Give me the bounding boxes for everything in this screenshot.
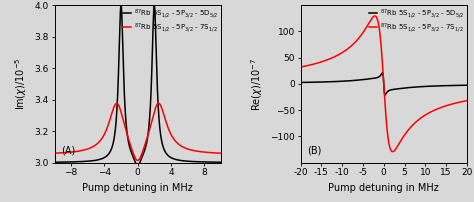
X-axis label: Pump detuning in MHz: Pump detuning in MHz (82, 183, 193, 193)
$^{87}$Rb 5S$_{1/2}$ - 5P$_{3/2}$ - 5D$_{5/2}$ (298, 81, 303, 84)
Text: (A): (A) (61, 145, 75, 155)
Line: $^{87}$Rb 5S$_{1/2}$ - 5P$_{3/2}$ - 7S$_{1/2}$: $^{87}$Rb 5S$_{1/2}$ - 5P$_{3/2}$ - 7S$_… (301, 16, 467, 152)
$^{87}$Rb 5S$_{1/2}$ - 5P$_{3/2}$ - 5D$_{5/2}$ (176, 159, 182, 161)
$^{87}$Rb 5S$_{1/2}$ - 5P$_{3/2}$ - 7S$_{1/2}$ (115, 103, 121, 106)
$^{87}$Rb 5S$_{1/2}$ - 5P$_{3/2}$ - 7S$_{1/2}$ (176, 143, 182, 145)
$^{87}$Rb 5S$_{1/2}$ - 5P$_{3/2}$ - 5D$_{5/2}$ (218, 161, 224, 163)
Line: $^{87}$Rb 5S$_{1/2}$ - 5P$_{3/2}$ - 7S$_{1/2}$: $^{87}$Rb 5S$_{1/2}$ - 5P$_{3/2}$ - 7S$_… (55, 103, 221, 160)
$^{87}$Rb 5S$_{1/2}$ - 5P$_{3/2}$ - 5D$_{5/2}$ (82, 160, 88, 163)
$^{87}$Rb 5S$_{1/2}$ - 5P$_{3/2}$ - 5D$_{5/2}$ (189, 160, 194, 163)
$^{87}$Rb 5S$_{1/2}$ - 5P$_{3/2}$ - 5D$_{5/2}$ (435, 85, 440, 87)
$^{87}$Rb 5S$_{1/2}$ - 5P$_{3/2}$ - 5D$_{5/2}$ (406, 86, 411, 89)
$^{87}$Rb 5S$_{1/2}$ - 5P$_{3/2}$ - 5D$_{5/2}$ (380, 72, 385, 74)
$^{87}$Rb 5S$_{1/2}$ - 5P$_{3/2}$ - 7S$_{1/2}$ (52, 152, 57, 154)
$^{87}$Rb 5S$_{1/2}$ - 5P$_{3/2}$ - 5D$_{5/2}$ (361, 78, 367, 81)
Line: $^{87}$Rb 5S$_{1/2}$ - 5P$_{3/2}$ - 5D$_{5/2}$: $^{87}$Rb 5S$_{1/2}$ - 5P$_{3/2}$ - 5D$_… (301, 73, 467, 95)
$^{87}$Rb 5S$_{1/2}$ - 5P$_{3/2}$ - 7S$_{1/2}$ (152, 111, 157, 113)
$^{87}$Rb 5S$_{1/2}$ - 5P$_{3/2}$ - 7S$_{1/2}$ (328, 57, 334, 60)
$^{87}$Rb 5S$_{1/2}$ - 5P$_{3/2}$ - 7S$_{1/2}$ (189, 149, 194, 151)
$^{87}$Rb 5S$_{1/2}$ - 5P$_{3/2}$ - 5D$_{5/2}$ (118, 3, 124, 6)
$^{87}$Rb 5S$_{1/2}$ - 5P$_{3/2}$ - 7S$_{1/2}$ (82, 149, 88, 151)
$^{87}$Rb 5S$_{1/2}$ - 5P$_{3/2}$ - 5D$_{5/2}$ (422, 85, 428, 88)
$^{87}$Rb 5S$_{1/2}$ - 5P$_{3/2}$ - 5D$_{5/2}$ (160, 144, 165, 147)
$^{87}$Rb 5S$_{1/2}$ - 5P$_{3/2}$ - 7S$_{1/2}$ (406, 128, 411, 130)
Legend: $^{87}$Rb 5S$_{1/2}$ - 5P$_{3/2}$ - 5D$_{5/2}$, $^{87}$Rb 5S$_{1/2}$ - 5P$_{3/2}: $^{87}$Rb 5S$_{1/2}$ - 5P$_{3/2}$ - 5D$_… (122, 6, 219, 35)
$^{87}$Rb 5S$_{1/2}$ - 5P$_{3/2}$ - 7S$_{1/2}$ (398, 140, 403, 143)
$^{87}$Rb 5S$_{1/2}$ - 5P$_{3/2}$ - 7S$_{1/2}$ (361, 30, 367, 32)
$^{87}$Rb 5S$_{1/2}$ - 5P$_{3/2}$ - 7S$_{1/2}$ (298, 66, 303, 68)
$^{87}$Rb 5S$_{1/2}$ - 5P$_{3/2}$ - 7S$_{1/2}$ (135, 159, 140, 162)
Text: (B): (B) (307, 145, 322, 155)
$^{87}$Rb 5S$_{1/2}$ - 5P$_{3/2}$ - 7S$_{1/2}$ (218, 152, 224, 154)
$^{87}$Rb 5S$_{1/2}$ - 5P$_{3/2}$ - 7S$_{1/2}$ (114, 102, 119, 105)
$^{87}$Rb 5S$_{1/2}$ - 5P$_{3/2}$ - 5D$_{5/2}$ (398, 87, 403, 90)
$^{87}$Rb 5S$_{1/2}$ - 5P$_{3/2}$ - 7S$_{1/2}$ (464, 99, 470, 102)
X-axis label: Pump detuning in MHz: Pump detuning in MHz (328, 183, 439, 193)
$^{87}$Rb 5S$_{1/2}$ - 5P$_{3/2}$ - 5D$_{5/2}$ (328, 81, 334, 83)
$^{87}$Rb 5S$_{1/2}$ - 5P$_{3/2}$ - 5D$_{5/2}$ (382, 94, 388, 96)
Y-axis label: Im($\chi$)/10$^{-5}$: Im($\chi$)/10$^{-5}$ (13, 58, 29, 110)
$^{87}$Rb 5S$_{1/2}$ - 5P$_{3/2}$ - 7S$_{1/2}$ (435, 108, 440, 110)
$^{87}$Rb 5S$_{1/2}$ - 5P$_{3/2}$ - 7S$_{1/2}$ (372, 15, 378, 17)
$^{87}$Rb 5S$_{1/2}$ - 5P$_{3/2}$ - 7S$_{1/2}$ (422, 114, 428, 117)
Y-axis label: Re($\chi$)/10$^{-7}$: Re($\chi$)/10$^{-7}$ (249, 57, 265, 110)
$^{87}$Rb 5S$_{1/2}$ - 5P$_{3/2}$ - 7S$_{1/2}$ (390, 150, 395, 153)
$^{87}$Rb 5S$_{1/2}$ - 5P$_{3/2}$ - 5D$_{5/2}$ (52, 161, 57, 163)
Line: $^{87}$Rb 5S$_{1/2}$ - 5P$_{3/2}$ - 5D$_{5/2}$: $^{87}$Rb 5S$_{1/2}$ - 5P$_{3/2}$ - 5D$_… (55, 5, 221, 166)
$^{87}$Rb 5S$_{1/2}$ - 5P$_{3/2}$ - 7S$_{1/2}$ (160, 110, 165, 112)
$^{87}$Rb 5S$_{1/2}$ - 5P$_{3/2}$ - 5D$_{5/2}$ (464, 84, 470, 86)
$^{87}$Rb 5S$_{1/2}$ - 5P$_{3/2}$ - 5D$_{5/2}$ (115, 84, 121, 86)
Legend: $^{87}$Rb 5S$_{1/2}$ - 5P$_{3/2}$ - 5D$_{5/2}$, $^{87}$Rb 5S$_{1/2}$ - 5P$_{3/2}: $^{87}$Rb 5S$_{1/2}$ - 5P$_{3/2}$ - 5D$_… (368, 6, 465, 35)
$^{87}$Rb 5S$_{1/2}$ - 5P$_{3/2}$ - 5D$_{5/2}$ (152, 3, 157, 6)
$^{87}$Rb 5S$_{1/2}$ - 5P$_{3/2}$ - 5D$_{5/2}$ (135, 165, 140, 167)
